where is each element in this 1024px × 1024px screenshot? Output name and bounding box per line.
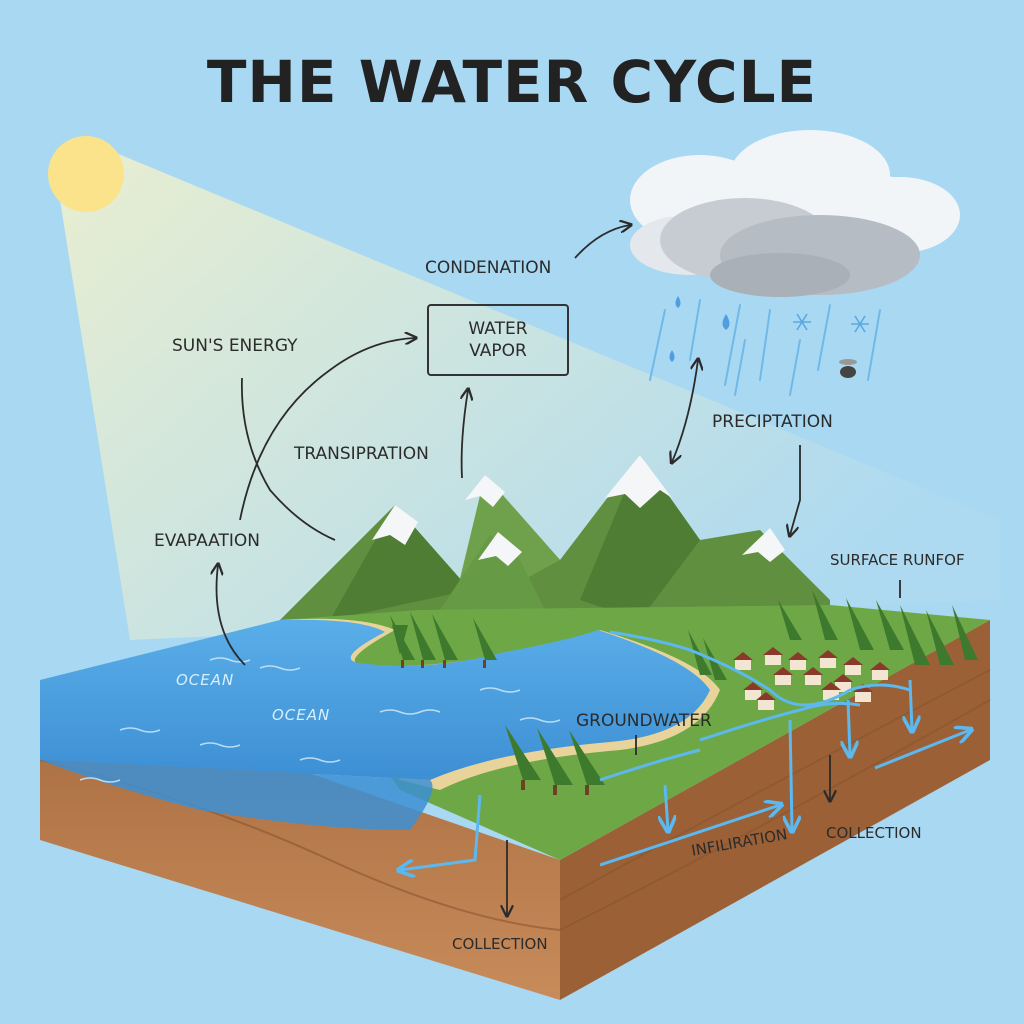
label-suns-energy: SUN'S ENERGY	[172, 336, 298, 356]
precipitation-arrow-down	[790, 445, 801, 535]
rain-streaks	[649, 299, 881, 396]
label-ocean-1: OCEAN	[176, 671, 235, 689]
label-collection-right: COLLECTION	[826, 824, 922, 842]
tree-trunks	[401, 660, 589, 795]
label-surface-runoff: SURFACE RUNFOF	[830, 551, 965, 569]
groundwater-flow	[400, 679, 970, 870]
water-vapor-box: WATER VAPOR	[427, 304, 569, 376]
cloud-icon	[630, 130, 960, 297]
evaporation-arrow	[217, 565, 246, 666]
condenation-arrow	[574, 225, 630, 259]
precipitation-arrow-up	[672, 360, 698, 462]
surface-streams	[599, 630, 911, 782]
process-arrows	[217, 225, 901, 915]
label-groundwater: GROUNDWATER	[576, 711, 712, 731]
label-ocean-2: OCEAN	[272, 706, 331, 724]
water-vapor-line2: VAPOR	[469, 341, 527, 361]
snowflake-icon	[793, 313, 869, 333]
label-evapaation: EVAPAATION	[154, 531, 260, 551]
ocean-front	[40, 680, 433, 830]
hail-icon	[839, 359, 857, 378]
suns-energy-curve	[241, 377, 336, 541]
label-precipitation: PRECIPTATION	[712, 412, 833, 432]
page-title: THE WATER CYCLE	[206, 48, 818, 116]
label-condenation: CONDENATION	[425, 258, 552, 278]
ocean-waves	[79, 657, 561, 783]
label-collection-bottom: COLLECTION	[452, 935, 548, 953]
sun-icon	[48, 136, 124, 212]
label-transpiration: TRANSIPRATION	[294, 444, 429, 464]
suns-energy-arrow	[239, 338, 415, 521]
transpiration-arrow	[462, 390, 468, 479]
water-vapor-line1: WATER	[468, 319, 528, 339]
